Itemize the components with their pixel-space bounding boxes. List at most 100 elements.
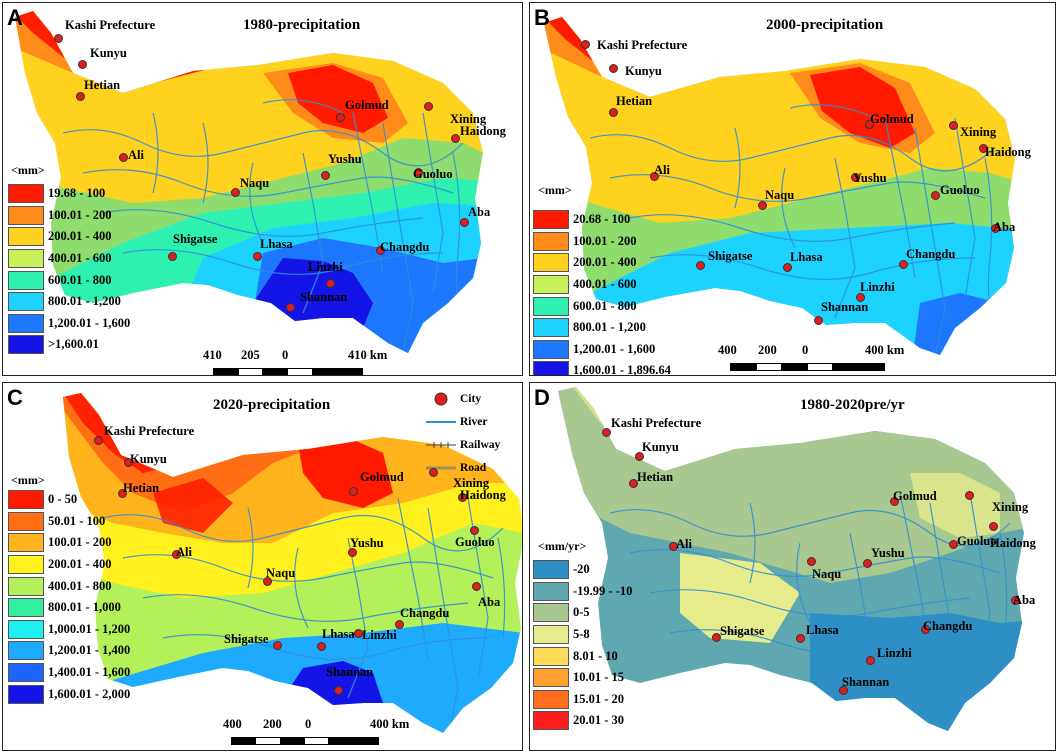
city-dot: [458, 493, 467, 502]
panel-d-precipitation-trend: D 1980-2020pre/yr <mm/yr> -20 -19.99 - -1…: [529, 382, 1056, 751]
city-label: Yushu: [871, 546, 905, 560]
city-label: Shigatse: [224, 632, 269, 646]
legend-label: 50.01 - 100: [48, 513, 106, 528]
legend-item: 600.01 - 800: [8, 269, 130, 291]
city-dot: [979, 144, 988, 153]
panel-b-2000-precipitation: B 2000-precipitation <mm> 20.68 - 100 100…: [529, 2, 1056, 376]
legend-label: 400.01 - 800: [48, 578, 112, 593]
city-label: Lhasa: [806, 623, 839, 637]
legend-label: 0 - 50: [48, 492, 78, 507]
city-dot: [865, 120, 874, 129]
city-label: Golmud: [360, 470, 404, 484]
city-label: Lhasa: [790, 250, 823, 264]
legend-item: 1,600.01 - 2,000: [8, 683, 130, 705]
panel-c-2020-precipitation: C 2020-precipitation <mm> 0 - 50 50.01 - …: [2, 382, 523, 751]
city-dot: [949, 121, 958, 130]
legend-swatch: [533, 253, 569, 273]
city-dot: [460, 218, 469, 227]
map-a: [15, 11, 483, 353]
map-legend-river: River: [426, 415, 488, 428]
map-d: [558, 387, 1024, 731]
city-label: Guoluo: [455, 535, 495, 549]
map-legend-railway: Railway: [426, 438, 501, 451]
scale-label-3: 410 km: [348, 348, 388, 362]
city-dot: [851, 173, 860, 182]
city-dot: [991, 224, 1000, 233]
panel-letter: A: [7, 5, 23, 30]
city-label: Shannan: [300, 290, 348, 304]
legend-item: 0 - 50: [8, 489, 130, 511]
city-dot: [424, 102, 433, 111]
legend-item: 1,200.01 - 1,600: [8, 313, 130, 335]
city-dot: [609, 64, 618, 73]
legend-item: 200.01 - 400: [8, 554, 130, 576]
legend-label: 100.01 - 200: [48, 535, 112, 550]
legend-label: 20.01 - 30: [573, 713, 625, 728]
legend-unit: <mm>: [538, 183, 572, 197]
legend-label: 1,600.01 - 1,896.64: [573, 363, 671, 376]
legend-swatch: [533, 361, 569, 375]
city-dot: [354, 629, 363, 638]
legend-label: 400.01 - 600: [573, 277, 637, 292]
legend: 0 - 50 50.01 - 100 100.01 - 200 200.01 - 40…: [8, 489, 130, 705]
city-dot: [783, 263, 792, 272]
legend-label: 100.01 - 200: [48, 207, 112, 222]
city-label: Aba: [478, 595, 501, 609]
scale-bar: 400 200 0 400 km: [223, 717, 409, 745]
legend-swatch: [8, 292, 44, 312]
city-dot: [317, 642, 326, 651]
city-label: Xining: [453, 476, 490, 490]
panel-a-1980-precipitation: A 1980-precipitation <mm> 19.68 - 100 100…: [2, 2, 523, 376]
legend-item: -19.99 - -10: [533, 581, 632, 603]
legend-item: >1,600.01: [8, 334, 130, 356]
legend-item: 100.01 - 200: [533, 231, 671, 253]
scale-label-2: 0: [305, 717, 312, 731]
legend-swatch: [533, 711, 569, 731]
legend-label: 1,200.01 - 1,400: [48, 643, 131, 658]
scale-label-3: 400 km: [865, 343, 905, 357]
legend-item: 1,600.01 - 1,896.64: [533, 360, 671, 376]
city-label: Guoluo: [413, 167, 453, 181]
city-label: Shannan: [326, 665, 374, 679]
map-c: [63, 393, 522, 733]
legend-label: 1,000.01 - 1,200: [48, 621, 131, 636]
scale-label-1: 200: [263, 717, 282, 731]
city-dot: [1011, 596, 1020, 605]
legend-swatch: [8, 249, 44, 269]
city-label: Yushu: [350, 536, 384, 550]
legend-swatch: [533, 339, 569, 359]
legend-swatch: [8, 684, 44, 704]
legend-item: 5-8: [533, 624, 632, 646]
panel-title: 2000-precipitation: [766, 17, 884, 33]
legend-label: 19.68 - 100: [48, 186, 106, 201]
legend-item: 800.01 - 1,200: [533, 317, 671, 339]
city-label: Ali: [176, 545, 192, 559]
city-dot: [696, 261, 705, 270]
city-label: Linzhi: [877, 646, 912, 660]
scale-bar: 400 200 0 400 km: [718, 343, 904, 371]
city-label: Kashi Prefecture: [65, 18, 156, 32]
legend-swatch: [8, 490, 44, 510]
city-dot: [172, 550, 181, 559]
legend-item: 20.68 - 100: [533, 209, 671, 231]
legend-swatch: [8, 663, 44, 683]
map-legend-road: Road: [426, 461, 487, 474]
legend-label: 1,200.01 - 1,600: [573, 341, 656, 356]
city-label: Golmud: [345, 98, 389, 112]
city-dot: [414, 168, 423, 177]
scale-label-1: 205: [241, 348, 260, 362]
legend-label: 100.01 - 200: [573, 233, 637, 248]
map-legend-city: City: [426, 387, 521, 410]
legend-label: 800.01 - 1,000: [48, 600, 121, 615]
legend-swatch: [8, 184, 44, 204]
city-label: Changdu: [923, 619, 973, 633]
legend-label: 5-8: [573, 627, 590, 642]
city-label: Kunyu: [130, 452, 167, 466]
city-label: Linzhi: [860, 280, 895, 294]
city-dot: [376, 246, 385, 255]
city-dot: [758, 201, 767, 210]
city-dot: [94, 436, 103, 445]
city-label: Kunyu: [642, 440, 679, 454]
legend-item: 1,200.01 - 1,400: [8, 640, 130, 662]
city-label: Shigatse: [720, 624, 765, 638]
